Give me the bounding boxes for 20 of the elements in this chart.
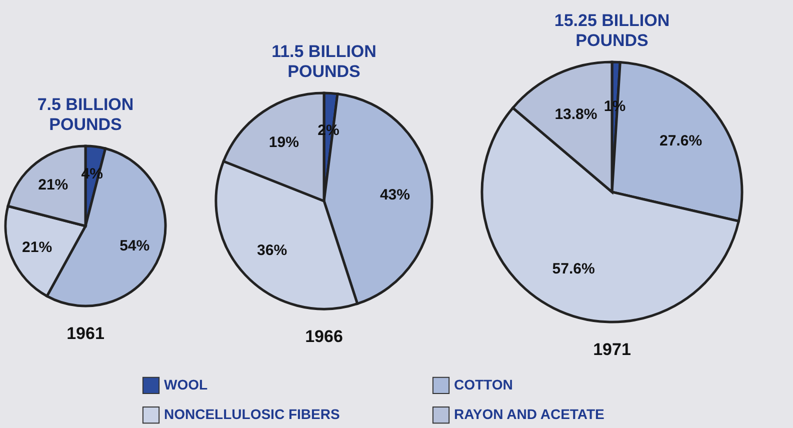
chart-title: 11.5 BILLION POUNDS — [272, 42, 376, 81]
legend-label: NONCELLULOSIC FIBERS — [164, 406, 340, 422]
text: 1966 — [305, 327, 343, 346]
chart-title: 7.5 BILLION POUNDS — [37, 95, 134, 134]
legend-label: WOOL — [164, 376, 208, 392]
text: 1961 — [66, 324, 104, 343]
data-label: 19% — [268, 134, 299, 152]
data-label: 57.6% — [552, 260, 595, 278]
text: 1971 — [593, 340, 631, 359]
data-label: 2% — [318, 122, 340, 139]
data-label: 43% — [380, 186, 410, 204]
data-label: 54% — [120, 237, 150, 254]
data-label: 27.6% — [660, 132, 702, 150]
data-label: 36% — [257, 242, 288, 259]
legend-label: RAYON AND ACETATE — [454, 406, 604, 422]
data-label: 21% — [38, 176, 68, 194]
data-label: 21% — [22, 238, 52, 256]
data-label: 13.8% — [554, 106, 598, 124]
chart-title: 15.25 BILLION POUNDS — [554, 11, 670, 50]
legend-label: COTTON — [454, 376, 513, 392]
